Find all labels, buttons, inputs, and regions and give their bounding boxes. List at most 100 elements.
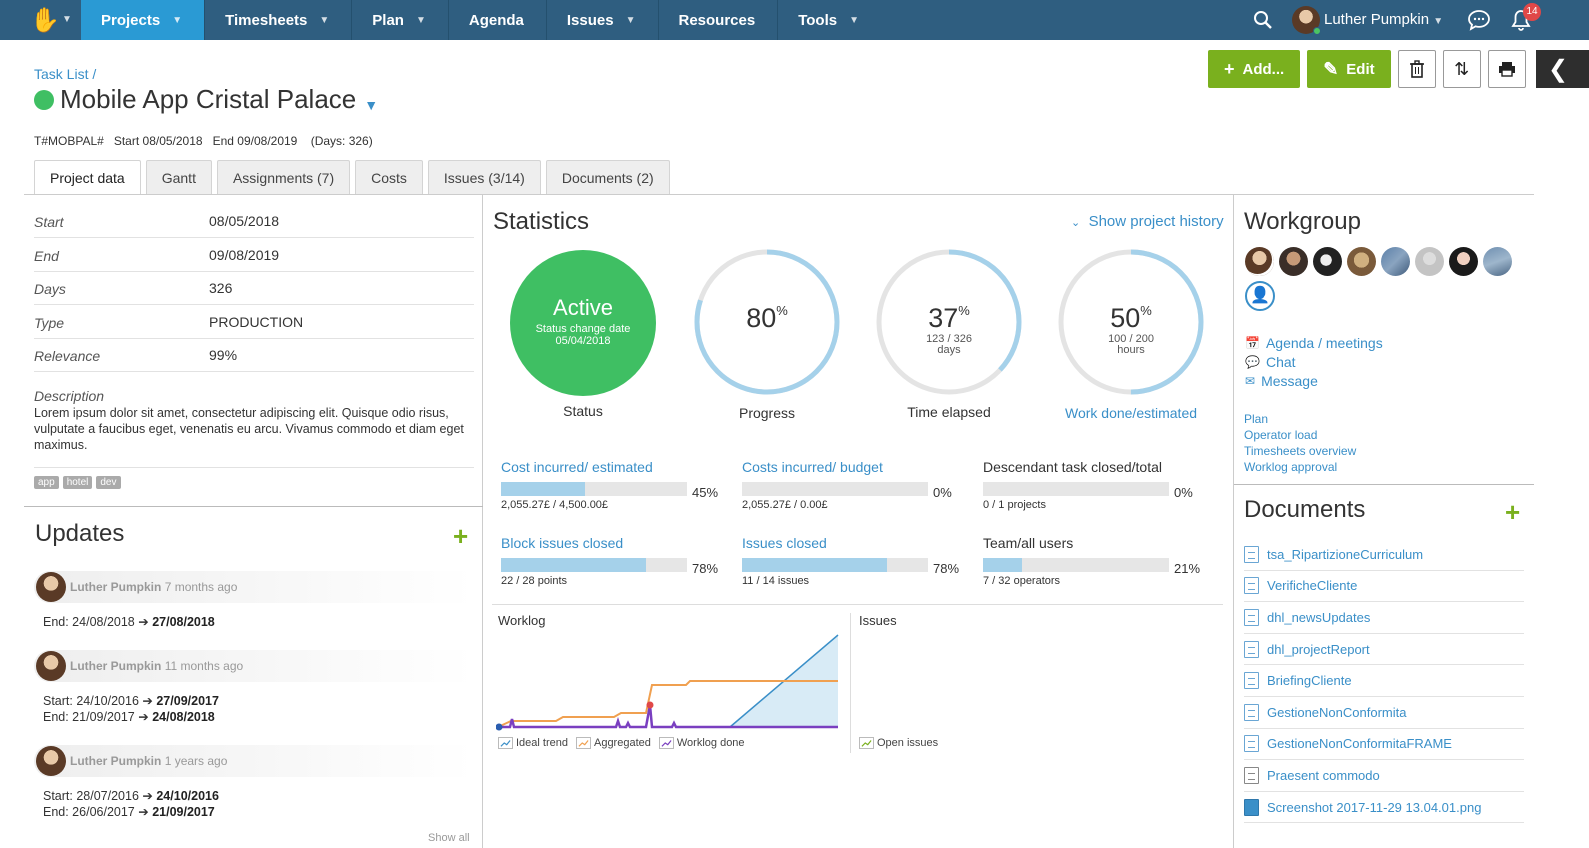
issues-closed-bar: Issues closed 78% 11 / 14 issues [742,535,960,587]
timesheets-overview-link[interactable]: Timesheets overview [1244,444,1357,458]
avatar [36,572,66,602]
divider [492,604,1223,605]
aggregated-line [497,680,838,728]
tab-documents[interactable]: Documents (2) [545,160,670,194]
chevron-down-icon: ▼ [172,14,183,26]
image-file-icon [1244,798,1259,816]
document-item[interactable]: Screenshot 2017-11-29 13.04.01.png [1244,792,1524,824]
chevron-down-icon[interactable]: ▼ [364,96,379,113]
document-item[interactable]: BriefingCliente [1244,665,1524,697]
chevron-down-icon: ▼ [1433,16,1444,27]
issues-chart-title: Issues [859,613,897,628]
work-done-label[interactable]: Work done/estimated [1064,405,1198,421]
team-users-bar: Team/all users 21% 7 / 32 operators [983,535,1201,587]
avatar[interactable] [1483,247,1512,276]
document-icon [1244,735,1259,753]
description-label: Description [34,388,105,404]
show-history-link[interactable]: ⌄ Show project history [1071,213,1224,230]
worklog-approval-link[interactable]: Worklog approval [1244,460,1338,474]
arrow-right-icon: ➔ [142,694,153,708]
document-item[interactable]: GestioneNonConformitaFRAME [1244,729,1524,761]
agenda-link[interactable]: 📅 Agenda / meetings [1245,335,1383,351]
delete-button[interactable] [1397,50,1436,88]
chevron-left-icon: ❮ [1548,55,1569,83]
divider [850,613,851,753]
chevron-down-icon: ▼ [849,14,860,26]
add-document-button[interactable]: + [1505,497,1520,528]
divider [24,506,483,507]
document-item[interactable]: Praesent commodo [1244,760,1524,792]
app-logo-menu[interactable]: ✋ ▼ [12,0,76,40]
worklog-peak-marker [646,701,654,709]
nav-tools[interactable]: Tools ▼ [798,11,860,29]
document-icon [1244,640,1259,658]
legend-worklog-done: Worklog done [658,737,745,749]
tab-costs[interactable]: Costs [355,160,423,194]
nav-issues[interactable]: Issues ▼ [547,0,659,40]
statistics-panel: Statistics ⌄ Show project history Active… [484,195,1234,848]
avatar[interactable] [1313,247,1342,276]
document-item[interactable]: VerificheCliente [1244,571,1524,603]
workgroup-avatars [1245,247,1512,276]
update-item: Luther Pumpkin 7 months ago End: 24/08/2… [34,571,474,630]
worklog-title: Worklog [498,613,546,628]
user-menu[interactable]: Luther Pumpkin ▼ [1324,11,1444,28]
plan-link[interactable]: Plan [1244,412,1269,426]
add-member-button[interactable]: 👤 [1245,281,1275,311]
nav-resources[interactable]: Resources [659,0,779,40]
add-button[interactable]: + Add... [1208,50,1301,88]
nav-projects[interactable]: Projects ▼ [81,0,206,40]
search-icon[interactable] [1253,10,1273,30]
sort-button[interactable]: ⇅ [1442,50,1481,88]
nav-timesheets[interactable]: Timesheets ▼ [205,0,353,40]
message-link[interactable]: ✉ Message [1245,373,1318,389]
collapse-panel-button[interactable]: ❮ [1536,50,1589,88]
show-all-link[interactable]: Show all [428,832,470,844]
chat-icon: 💬 [1245,355,1260,369]
chat-icon[interactable] [1467,9,1491,31]
documents-list: tsa_RipartizioneCurriculum VerificheClie… [1244,539,1524,824]
update-item: Luther Pumpkin 1 years ago Start: 28/07/… [34,745,474,820]
tab-gantt[interactable]: Gantt [145,160,212,194]
document-item[interactable]: dhl_projectReport [1244,634,1524,666]
chat-link[interactable]: 💬 Chat [1245,354,1296,370]
avatar[interactable] [1347,247,1376,276]
tab-assignments[interactable]: Assignments (7) [216,160,351,194]
tab-project-data[interactable]: Project data [34,160,141,195]
divider [1234,484,1534,485]
cost-budget-bar: Costs incurred/ budget 0% 2,055.27£ / 0.00… [742,459,952,511]
operator-load-link[interactable]: Operator load [1244,428,1318,442]
avatar[interactable] [1381,247,1410,276]
print-button[interactable] [1487,50,1526,88]
document-item[interactable]: tsa_RipartizioneCurriculum [1244,539,1524,571]
tag[interactable]: dev [96,476,121,489]
page-title: Mobile App Cristal Palace ▼ [34,84,378,115]
avatar[interactable] [1279,247,1308,276]
time-elapsed-label: Time elapsed [907,404,991,420]
document-icon [1244,608,1259,626]
edit-button[interactable]: ✎ Edit [1307,50,1391,88]
document-item[interactable]: GestioneNonConformita [1244,697,1524,729]
tag[interactable]: app [34,476,59,489]
avatar[interactable] [1415,247,1444,276]
chart-icon [658,737,674,749]
tag[interactable]: hotel [62,476,93,489]
pencil-icon: ✎ [1323,58,1339,79]
print-icon [1498,62,1515,77]
nav-plan[interactable]: Plan ▼ [352,0,449,40]
document-item[interactable]: dhl_newsUpdates [1244,602,1524,634]
avatar[interactable] [1449,247,1478,276]
tab-issues[interactable]: Issues (3/14) [427,160,541,194]
update-item: Luther Pumpkin 11 months ago Start: 24/1… [34,650,474,725]
plus-icon: + [1224,58,1235,79]
legend-ideal-trend: Ideal trend [498,737,568,749]
envelope-icon: ✉ [1245,374,1256,388]
breadcrumb[interactable]: Task List / [34,66,97,82]
chart-icon [575,737,591,749]
chevron-down-icon: ⌄ [1071,217,1081,229]
avatar[interactable] [1245,247,1274,276]
workgroup-links: 📅 Agenda / meetings 💬 Chat ✉ Message [1245,334,1383,391]
descendant-task-bar: Descendant task closed/total 0% 0 / 1 proj… [983,459,1193,511]
nav-agenda[interactable]: Agenda [449,0,547,40]
add-update-button[interactable]: + [453,521,468,552]
